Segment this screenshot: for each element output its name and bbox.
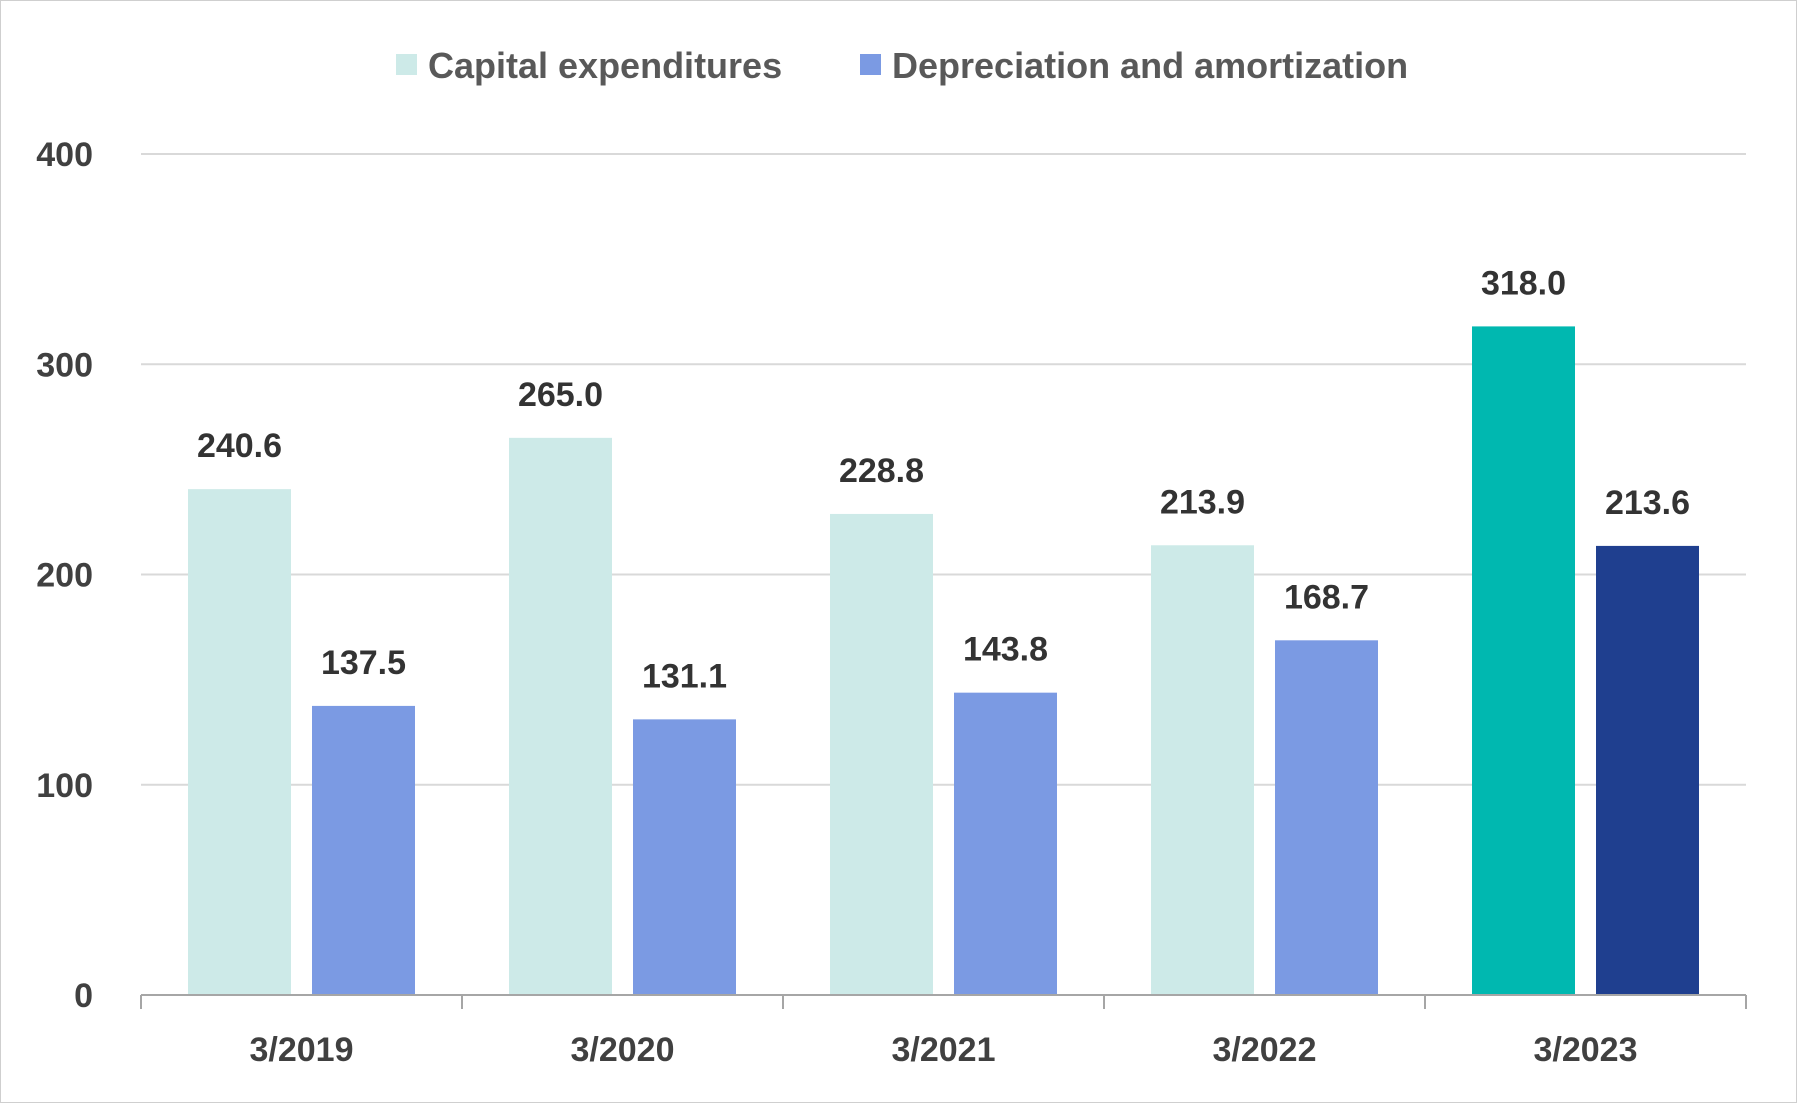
y-tick-label: 400	[36, 136, 93, 174]
y-axis-tick-labels: 0 100 200 300 400	[36, 136, 93, 1015]
data-label: 318.0	[1481, 264, 1566, 302]
bar-depreciation-and-amortization-3-2022	[1275, 640, 1378, 995]
data-label: 137.5	[321, 644, 406, 682]
data-label: 240.6	[197, 427, 282, 465]
legend-label-depreciation-and-amortization: Depreciation and amortization	[892, 45, 1408, 86]
data-label: 213.9	[1160, 483, 1245, 521]
bars	[188, 326, 1699, 995]
y-tick-label: 300	[36, 346, 93, 384]
bar-capital-expenditures-3-2021	[830, 513, 933, 995]
bar-capital-expenditures-3-2019	[188, 489, 291, 995]
data-label: 143.8	[963, 631, 1048, 669]
y-tick-label: 0	[74, 977, 93, 1015]
x-tick-label: 3/2022	[1213, 1031, 1317, 1069]
y-tick-label: 100	[36, 767, 93, 805]
legend-label-capital-expenditures: Capital expenditures	[428, 45, 782, 86]
x-tick-label: 3/2021	[892, 1031, 996, 1069]
data-label: 213.6	[1605, 484, 1690, 522]
bar-depreciation-and-amortization-3-2021	[954, 692, 1057, 995]
x-tick-label: 3/2023	[1534, 1031, 1638, 1069]
bar-depreciation-and-amortization-3-2023	[1596, 545, 1699, 995]
x-tick-label: 3/2020	[571, 1031, 675, 1069]
data-label: 228.8	[839, 452, 924, 490]
x-tick-label: 3/2019	[250, 1031, 354, 1069]
x-axis	[140, 994, 1747, 1009]
bar-capital-expenditures-3-2022	[1151, 545, 1254, 995]
data-label: 168.7	[1284, 578, 1369, 616]
bar-depreciation-and-amortization-3-2020	[633, 719, 736, 995]
legend: Capital expenditures Depreciation and am…	[396, 45, 1408, 86]
legend-swatch-depreciation-and-amortization	[860, 54, 881, 75]
y-tick-label: 200	[36, 557, 93, 595]
data-label: 131.1	[642, 657, 727, 695]
bar-capital-expenditures-3-2020	[509, 437, 612, 995]
bar-depreciation-and-amortization-3-2019	[312, 705, 415, 995]
legend-swatch-capital-expenditures	[396, 54, 417, 75]
bar-capital-expenditures-3-2023	[1472, 326, 1575, 995]
data-labels: 240.6 137.5 265.0 131.1 228.8 143.8 213.9 168.7…	[197, 264, 1690, 695]
data-label: 265.0	[518, 376, 603, 414]
x-axis-tick-labels: 3/2019 3/2020 3/2021 3/2022 3/2023	[250, 1031, 1638, 1069]
